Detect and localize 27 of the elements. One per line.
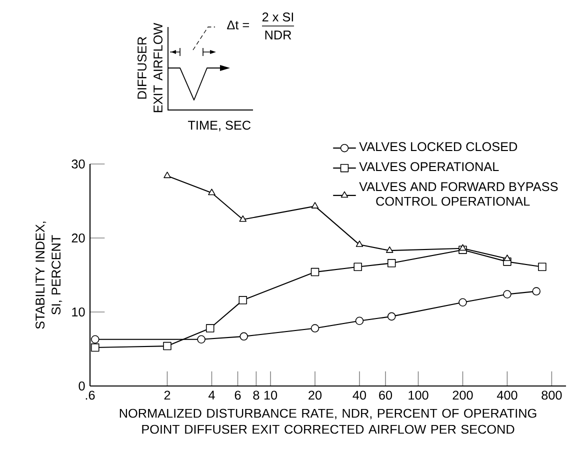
x-tick-label: 10 (264, 390, 278, 400)
y-tick-label: 0 (78, 382, 85, 390)
y-tick-label: 10 (72, 308, 85, 316)
x-tick-label: 40 (352, 390, 366, 400)
x-tick-label: 8 (253, 390, 260, 400)
x-tick-label: 60 (379, 390, 392, 400)
x-tick-label: 4 (208, 390, 215, 400)
x-axis-title: NORMALIZED DISTURBANCE RATE, NDR, PERCENT OF OPERATING POINT DIFFUSER EXIT CORRECTED AIRFLOW PER SECOND (120, 408, 536, 434)
x-tick-label: 200 (452, 390, 473, 400)
x-tick-label: 6 (234, 390, 241, 400)
text: Δt = (227, 20, 249, 30)
y-tick-label: 30 (72, 160, 85, 168)
legend-label: VALVES LOCKED CLOSED (359, 142, 518, 152)
text: TIME, SEC (188, 120, 251, 132)
text: NDR (265, 30, 292, 40)
legend-label: VALVES AND FORWARD BYPASS CONTROL OPERATIONAL (359, 182, 558, 206)
x-tick-label: 400 (496, 390, 518, 400)
y-axis-title: STABILITY INDEX, SI, PERCENT (36, 222, 62, 329)
text: 2 x SI (262, 12, 294, 22)
x-tick-label: 2 (164, 390, 170, 400)
y-tick-label: 20 (72, 234, 85, 242)
text: DIFFUSER EXIT AIRFLOW (138, 22, 162, 112)
x-tick-label: 20 (308, 390, 322, 400)
x-tick-label: 800 (542, 390, 562, 400)
x-tick-label: 100 (408, 390, 428, 400)
legend-label: VALVES OPERATIONAL (359, 162, 499, 172)
x-tick-label: .6 (86, 390, 95, 400)
